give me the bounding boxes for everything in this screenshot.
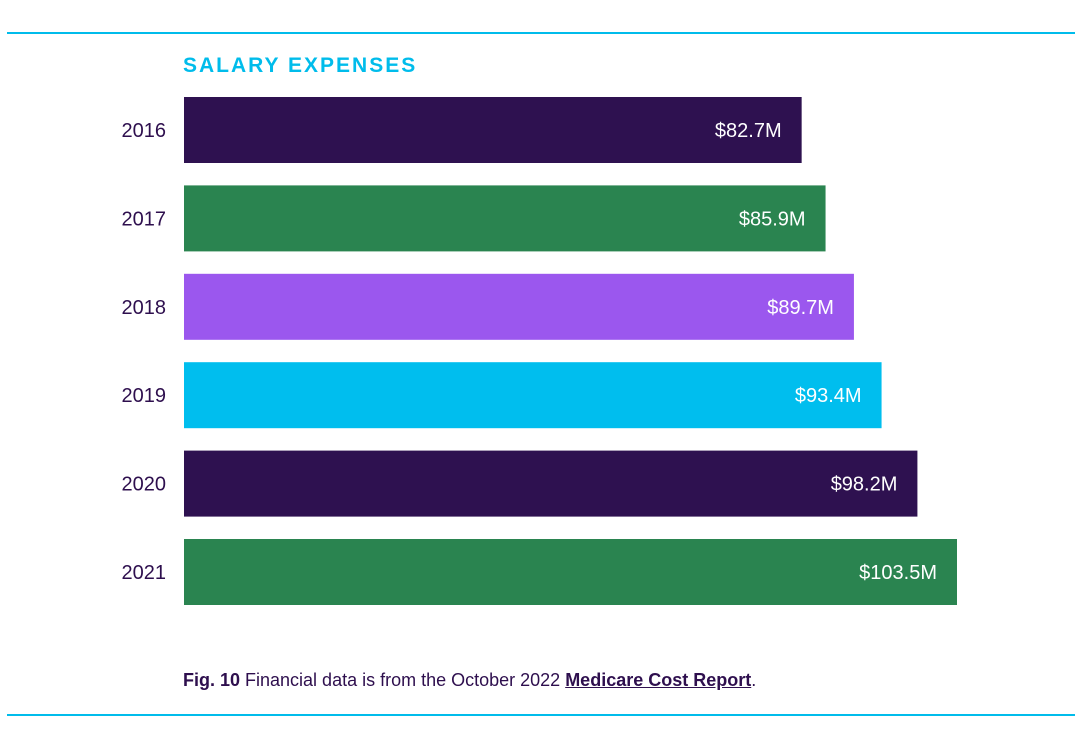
- figure-caption: Fig. 10 Financial data is from the Octob…: [183, 670, 756, 691]
- value-label-2016: $82.7M: [715, 120, 782, 142]
- medicare-cost-report-link[interactable]: Medicare Cost Report: [565, 670, 752, 690]
- value-label-2018: $89.7M: [767, 297, 834, 319]
- category-label-2017: 2017: [122, 208, 167, 230]
- category-label-2016: 2016: [122, 120, 167, 142]
- value-label-2017: $85.9M: [739, 208, 806, 230]
- bar-2018: [184, 273, 854, 340]
- value-label-2020: $98.2M: [831, 474, 898, 496]
- bar-2016: [184, 97, 802, 163]
- bar-2021: [184, 539, 957, 605]
- figure-label: Fig. 10: [183, 670, 241, 690]
- bar-2019: [184, 362, 882, 429]
- caption-end: .: [751, 670, 757, 690]
- chart-title: SALARY EXPENSES: [183, 54, 418, 77]
- category-label-2019: 2019: [122, 385, 167, 407]
- value-label-2021: $103.5M: [859, 562, 937, 584]
- value-label-2019: $93.4M: [795, 385, 862, 407]
- top-divider: [7, 32, 1075, 34]
- bar-2020: [184, 450, 918, 517]
- category-label-2021: 2021: [122, 562, 167, 584]
- bar-2017: [184, 185, 826, 252]
- category-label-2018: 2018: [122, 297, 167, 319]
- caption-text: Financial data is from the October 2022: [240, 670, 566, 690]
- category-label-2020: 2020: [122, 474, 167, 496]
- bottom-divider: [7, 714, 1075, 716]
